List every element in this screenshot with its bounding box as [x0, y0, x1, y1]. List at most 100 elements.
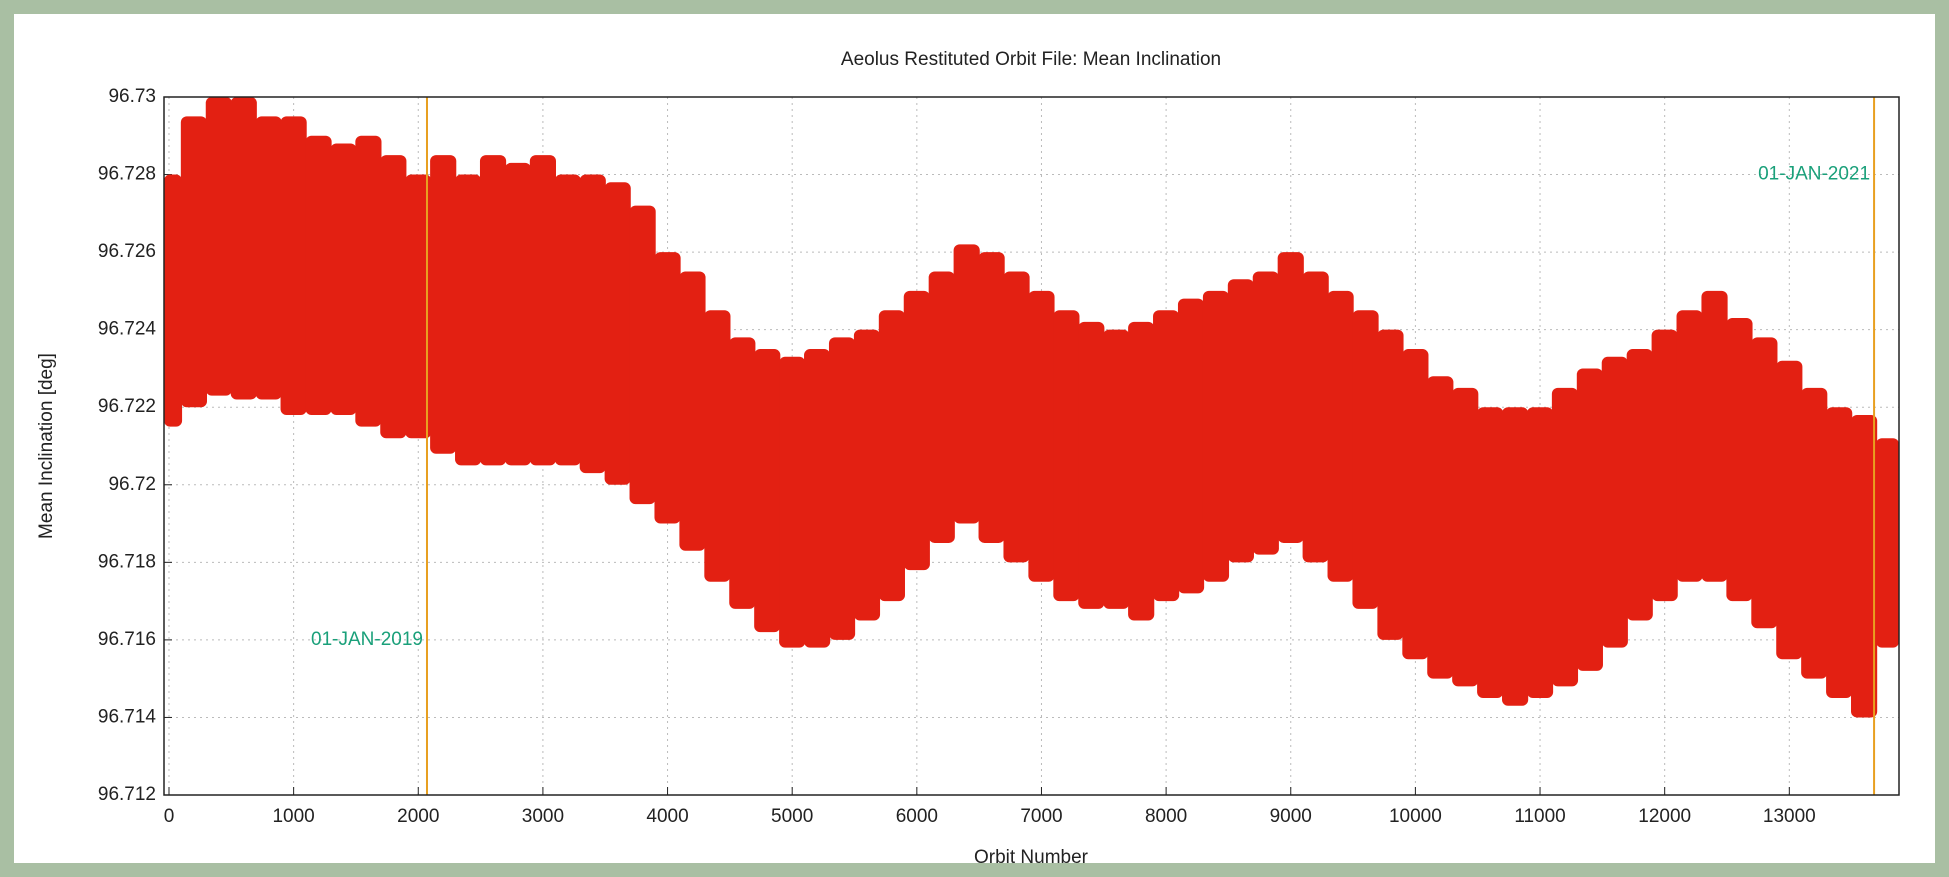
range-bar — [1526, 407, 1554, 699]
range-bar — [1551, 387, 1579, 687]
y-tick-label: 96.722 — [98, 396, 156, 417]
range-bar — [1502, 407, 1529, 706]
y-tick-label: 96.72 — [108, 474, 156, 495]
range-bar — [405, 174, 432, 439]
range-bar — [1177, 298, 1205, 594]
range-bar — [828, 337, 856, 640]
range-bar — [1053, 310, 1080, 602]
range-bar — [804, 349, 831, 648]
range-bar — [1153, 310, 1180, 602]
range-bar — [1626, 349, 1653, 621]
date-label: 01-JAN-2021 — [1758, 164, 1870, 185]
range-bar — [878, 310, 905, 602]
y-tick-label: 96.718 — [98, 551, 156, 572]
range-bar — [554, 174, 581, 466]
range-bar — [1576, 368, 1603, 671]
range-bar — [1601, 356, 1628, 648]
range-bar — [853, 329, 881, 621]
range-bar — [1776, 360, 1803, 660]
x-tick-label: 11000 — [1514, 806, 1565, 827]
range-bar — [579, 174, 606, 474]
y-tick-label: 96.724 — [98, 319, 157, 340]
x-tick-label: 3000 — [522, 806, 564, 827]
range-bar — [1078, 321, 1105, 609]
range-bar — [1302, 271, 1329, 563]
range-bar — [704, 310, 731, 582]
x-tick-label: 12000 — [1638, 806, 1691, 827]
range-bar — [978, 252, 1005, 543]
range-bar — [1003, 271, 1030, 563]
range-bar — [679, 271, 706, 551]
range-bar — [754, 349, 781, 633]
range-bar — [1477, 407, 1504, 699]
range-bar — [1277, 252, 1304, 543]
x-tick-label: 0 — [164, 806, 175, 827]
range-bar — [729, 337, 756, 609]
range-bar — [953, 244, 980, 524]
x-tick-label: 13000 — [1763, 806, 1816, 827]
range-bar — [479, 155, 507, 466]
range-bar — [504, 162, 532, 466]
range-bar — [1252, 271, 1279, 555]
plot-frame — [163, 96, 1900, 796]
range-bar — [1801, 387, 1828, 679]
range-bar — [1751, 337, 1778, 629]
x-tick-label: 6000 — [896, 806, 938, 827]
range-bar — [1651, 329, 1678, 602]
range-bar — [654, 252, 681, 524]
range-bar — [779, 356, 806, 648]
y-axis-label: Mean Inclination [deg] — [36, 353, 57, 539]
date-label: 01-JAN-2019 — [311, 629, 423, 650]
range-bar — [430, 155, 457, 454]
y-tick-label: 96.714 — [98, 706, 157, 727]
range-bar — [1676, 310, 1703, 582]
range-bar — [1227, 279, 1254, 563]
range-bar — [1452, 387, 1479, 687]
range-bar — [928, 271, 955, 543]
x-tick-label: 10000 — [1389, 806, 1442, 827]
range-bar — [529, 155, 556, 466]
x-tick-label: 1000 — [272, 806, 314, 827]
x-tick-label: 9000 — [1270, 806, 1312, 827]
range-bar — [1875, 438, 1899, 648]
range-bar — [330, 143, 357, 415]
x-axis-label: Orbit Number — [974, 847, 1089, 868]
range-bar — [355, 135, 382, 427]
range-bar — [1128, 321, 1155, 621]
y-tick-label: 96.728 — [98, 164, 156, 185]
range-bar — [180, 116, 208, 408]
range-bar — [230, 97, 257, 400]
range-bar — [305, 135, 332, 415]
range-bar — [1327, 290, 1354, 582]
y-tick-label: 96.726 — [98, 241, 156, 262]
y-tick-label: 96.73 — [108, 86, 156, 107]
chart-title: Aeolus Restituted Orbit File: Mean Incli… — [841, 49, 1221, 70]
range-bar — [1202, 290, 1230, 582]
range-bar — [903, 290, 930, 571]
range-bar — [164, 174, 183, 427]
range-bar — [1726, 318, 1753, 602]
range-bar — [1028, 290, 1055, 582]
range-bar — [604, 182, 631, 485]
range-bar — [1826, 407, 1853, 699]
range-bar — [1851, 414, 1878, 718]
range-bar — [1402, 349, 1429, 660]
range-bar — [255, 116, 282, 400]
range-bar — [1103, 329, 1130, 609]
x-tick-label: 5000 — [771, 806, 813, 827]
y-tick-label: 96.712 — [98, 784, 156, 805]
x-tick-label: 2000 — [397, 806, 439, 827]
range-bar — [1701, 290, 1728, 582]
range-bar — [1352, 310, 1379, 609]
range-bar — [1377, 329, 1404, 640]
range-bar — [205, 97, 232, 396]
x-tick-label: 8000 — [1145, 806, 1187, 827]
range-bar — [1427, 376, 1454, 679]
x-tick-label: 7000 — [1020, 806, 1062, 827]
x-tick-label: 4000 — [646, 806, 688, 827]
range-bar — [280, 116, 307, 415]
y-tick-label: 96.716 — [98, 629, 156, 650]
range-bar — [629, 205, 656, 505]
